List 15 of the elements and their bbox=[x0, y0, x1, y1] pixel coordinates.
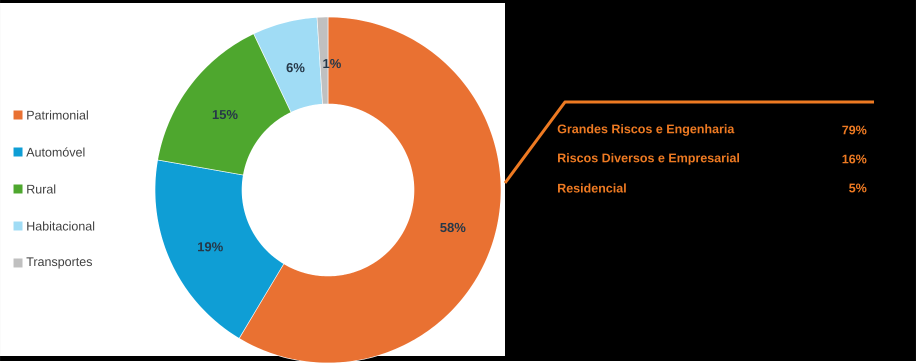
legend-label: Rural bbox=[27, 184, 56, 194]
category-label: Riscos Diversos e Empresarial bbox=[558, 153, 740, 165]
data-label: 5% bbox=[849, 183, 866, 192]
legend-label: Automóvel bbox=[26, 147, 84, 157]
legend-label: Habitacional bbox=[27, 221, 94, 230]
data-label: 16% bbox=[842, 154, 866, 164]
category-label: Grandes Riscos e Engenharia bbox=[558, 124, 734, 136]
legend-label: Patrimonial bbox=[27, 110, 88, 120]
data-label: 79% bbox=[842, 125, 866, 134]
data-label: 58% bbox=[440, 222, 466, 232]
data-label: 19% bbox=[198, 242, 223, 252]
data-label: 6% bbox=[286, 62, 305, 72]
legend-label: Transportes bbox=[26, 257, 92, 268]
data-label: 15% bbox=[212, 110, 238, 119]
category-label: Residencial bbox=[558, 183, 626, 192]
